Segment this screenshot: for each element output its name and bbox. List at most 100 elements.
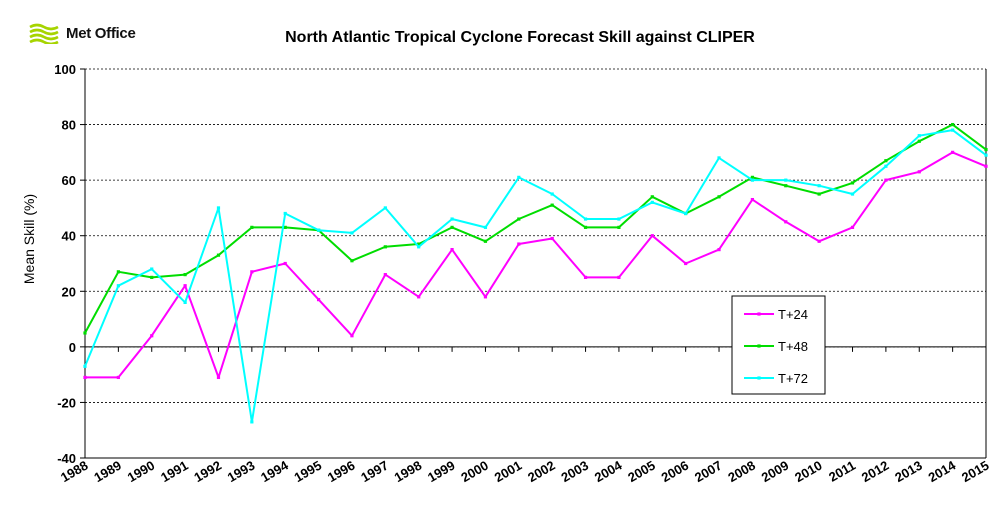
data-point — [83, 375, 87, 380]
logo-text: Met Office — [66, 24, 136, 42]
data-point — [750, 175, 755, 179]
data-point — [951, 122, 955, 127]
x-tick-label: 1993 — [225, 458, 258, 485]
data-point — [850, 192, 855, 196]
x-tick-label: 1989 — [91, 458, 124, 485]
data-point — [784, 178, 788, 182]
data-point — [116, 375, 120, 380]
data-point — [984, 153, 988, 157]
data-point — [517, 217, 521, 221]
x-tick-label: 1995 — [292, 458, 325, 485]
x-tick-label: 1997 — [358, 458, 391, 485]
x-tick-label: 1999 — [425, 458, 458, 485]
data-point — [383, 206, 387, 210]
y-tick-label: 0 — [69, 340, 76, 355]
x-tick-label: 1996 — [325, 458, 358, 485]
data-point — [550, 192, 554, 196]
plot-area — [84, 69, 987, 459]
data-point — [650, 200, 654, 204]
data-point — [917, 134, 921, 138]
y-tick-label: 100 — [54, 62, 76, 77]
data-point — [216, 253, 221, 257]
data-point — [283, 261, 287, 266]
data-point — [717, 248, 721, 252]
data-point — [350, 334, 354, 338]
chart-title: North Atlantic Tropical Cyclone Forecast… — [285, 29, 755, 46]
x-tick-label: 2001 — [492, 458, 525, 485]
data-point — [817, 239, 821, 243]
data-point — [183, 300, 187, 304]
data-point — [917, 139, 921, 143]
data-point — [684, 211, 688, 216]
series-lines — [83, 122, 988, 424]
legend-label: T+24 — [778, 307, 808, 322]
x-tick-label: 2013 — [892, 458, 925, 485]
x-tick-label: 1992 — [191, 458, 224, 485]
x-tick-label: 2005 — [625, 458, 658, 485]
data-point — [183, 273, 187, 277]
x-tick-label: 2011 — [826, 458, 858, 485]
data-point — [150, 334, 154, 338]
data-point — [450, 217, 454, 221]
x-axis: 1988 1989 1990 1991 1992 1993 1994 1995 1996 1997… — [58, 346, 992, 485]
met-office-logo: Met Office — [28, 22, 136, 44]
data-point — [250, 420, 254, 424]
data-point — [550, 203, 554, 207]
data-point — [417, 245, 421, 249]
met-office-wave-icon — [29, 23, 59, 44]
x-tick-label: 2004 — [592, 457, 625, 485]
data-point — [550, 236, 554, 241]
data-point — [383, 245, 387, 249]
data-point — [483, 225, 488, 229]
data-point — [417, 242, 421, 246]
data-point — [350, 231, 354, 235]
data-point — [583, 275, 588, 279]
data-point — [417, 295, 421, 299]
data-point — [116, 270, 120, 274]
x-tick-label: 1990 — [125, 458, 158, 485]
data-point — [383, 273, 387, 277]
data-point — [650, 234, 654, 238]
x-tick-label: 2012 — [859, 458, 892, 485]
y-tick-label: 20 — [62, 284, 76, 299]
data-point — [216, 206, 221, 210]
x-tick-label: 2014 — [926, 457, 959, 485]
y-axis-label: Mean Skill (%) — [21, 194, 37, 284]
data-point — [83, 364, 87, 368]
data-point — [884, 159, 888, 163]
x-tick-label: 2007 — [692, 458, 725, 485]
data-point — [817, 184, 821, 188]
x-tick-label: 1991 — [158, 458, 191, 485]
data-point — [583, 225, 588, 229]
data-point — [817, 192, 821, 196]
data-point — [617, 275, 621, 279]
x-tick-label: 2015 — [959, 458, 992, 485]
data-point — [784, 184, 788, 188]
data-point — [183, 284, 187, 288]
series-line — [84, 123, 987, 334]
data-point — [150, 275, 154, 279]
data-point — [250, 225, 254, 229]
data-point — [283, 225, 287, 229]
data-point — [984, 147, 988, 152]
data-point — [150, 267, 154, 271]
x-tick-label: 2003 — [559, 458, 592, 485]
data-point — [583, 217, 588, 221]
data-point — [917, 170, 921, 174]
data-point — [850, 181, 855, 185]
data-point — [450, 248, 454, 252]
y-tick-label: -40 — [57, 451, 76, 466]
legend-marker — [757, 344, 761, 348]
data-point — [784, 220, 788, 224]
data-point — [216, 375, 221, 380]
data-point — [450, 225, 454, 229]
x-tick-label: 2009 — [759, 458, 792, 485]
data-point — [717, 156, 721, 160]
x-tick-label: 1994 — [258, 457, 291, 485]
y-tick-label: 80 — [62, 118, 76, 133]
y-axis: -40 -20 0 20 40 60 80 100 — [54, 62, 85, 466]
series-line — [85, 151, 987, 379]
data-point — [850, 225, 855, 229]
legend: T+24 T+48 T+72 — [731, 295, 826, 395]
